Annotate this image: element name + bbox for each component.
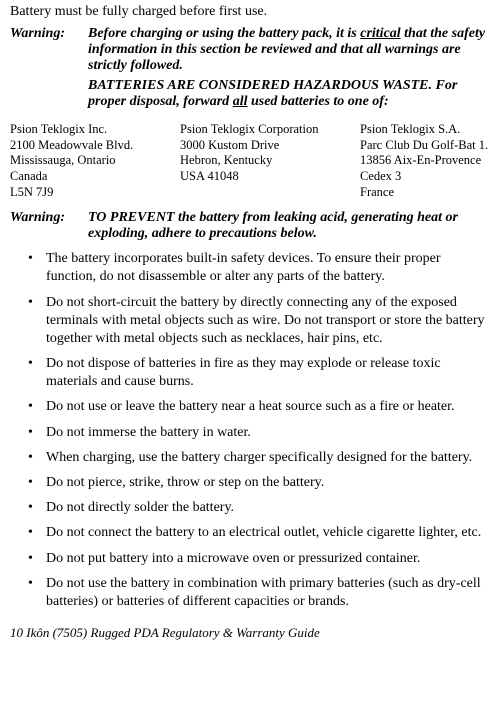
page-container: Battery must be fully charged before fir… [0,0,501,651]
list-item: Do not immerse the battery in water. [10,424,491,442]
addr3-l1: Psion Teklogix S.A. [360,122,491,138]
addr1-l4: Canada [10,169,180,185]
addresses: Psion Teklogix Inc. 2100 Meadowvale Blvd… [10,122,491,200]
intro-text: Battery must be fully charged before fir… [10,4,491,20]
warning1-p1-pre: Before charging or using the battery pac… [88,26,360,41]
warning-block-2: Warning: TO PREVENT the battery from lea… [10,210,491,242]
address-col-1: Psion Teklogix Inc. 2100 Meadowvale Blvd… [10,122,180,200]
list-item: Do not use the battery in combination wi… [10,575,491,611]
list-item: Do not use or leave the battery near a h… [10,398,491,416]
list-item: Do not directly solder the battery. [10,499,491,517]
address-col-3: Psion Teklogix S.A. Parc Club Du Golf-Ba… [360,122,491,200]
warning-body-2: TO PREVENT the battery from leaking acid… [88,210,491,242]
list-item: Do not pierce, strike, throw or step on … [10,474,491,492]
warning1-p1-ul: critical [360,26,400,41]
list-item: Do not short-circuit the battery by dire… [10,294,491,349]
addr1-l2: 2100 Meadowvale Blvd. [10,138,180,154]
addr1-l5: L5N 7J9 [10,185,180,201]
list-item: When charging, use the battery charger s… [10,449,491,467]
warning-block-1: Warning: Before charging or using the ba… [10,26,491,114]
addr2-l4: USA 41048 [180,169,360,185]
addr3-l2: Parc Club Du Golf-Bat 1. [360,138,491,154]
warning1-p2: BATTERIES ARE CONSIDERED HAZARDOUS WASTE… [88,78,491,110]
warning1-p1: Before charging or using the battery pac… [88,26,491,74]
list-item: The battery incorporates built-in safety… [10,250,491,286]
addr2-l3: Hebron, Kentucky [180,153,360,169]
address-col-2: Psion Teklogix Corporation 3000 Kustom D… [180,122,360,200]
addr3-l3: 13856 Aix-En-Provence [360,153,491,169]
warning1-p2-post: used batteries to one of: [247,94,388,109]
warning-label-2: Warning: [10,210,88,242]
addr1-l3: Mississauga, Ontario [10,153,180,169]
addr3-l4: Cedex 3 [360,169,491,185]
addr1-l1: Psion Teklogix Inc. [10,122,180,138]
addr3-l5: France [360,185,491,201]
warning-label-1: Warning: [10,26,88,114]
addr2-l1: Psion Teklogix Corporation [180,122,360,138]
precautions-list: The battery incorporates built-in safety… [10,250,491,611]
addr2-l2: 3000 Kustom Drive [180,138,360,154]
list-item: Do not connect the battery to an electri… [10,524,491,542]
page-footer: 10 Ikôn (7505) Rugged PDA Regulatory & W… [10,625,491,641]
list-item: Do not dispose of batteries in fire as t… [10,355,491,391]
warning1-p2-ul: all [233,94,248,109]
warning-body-1: Before charging or using the battery pac… [88,26,491,114]
list-item: Do not put battery into a microwave oven… [10,550,491,568]
